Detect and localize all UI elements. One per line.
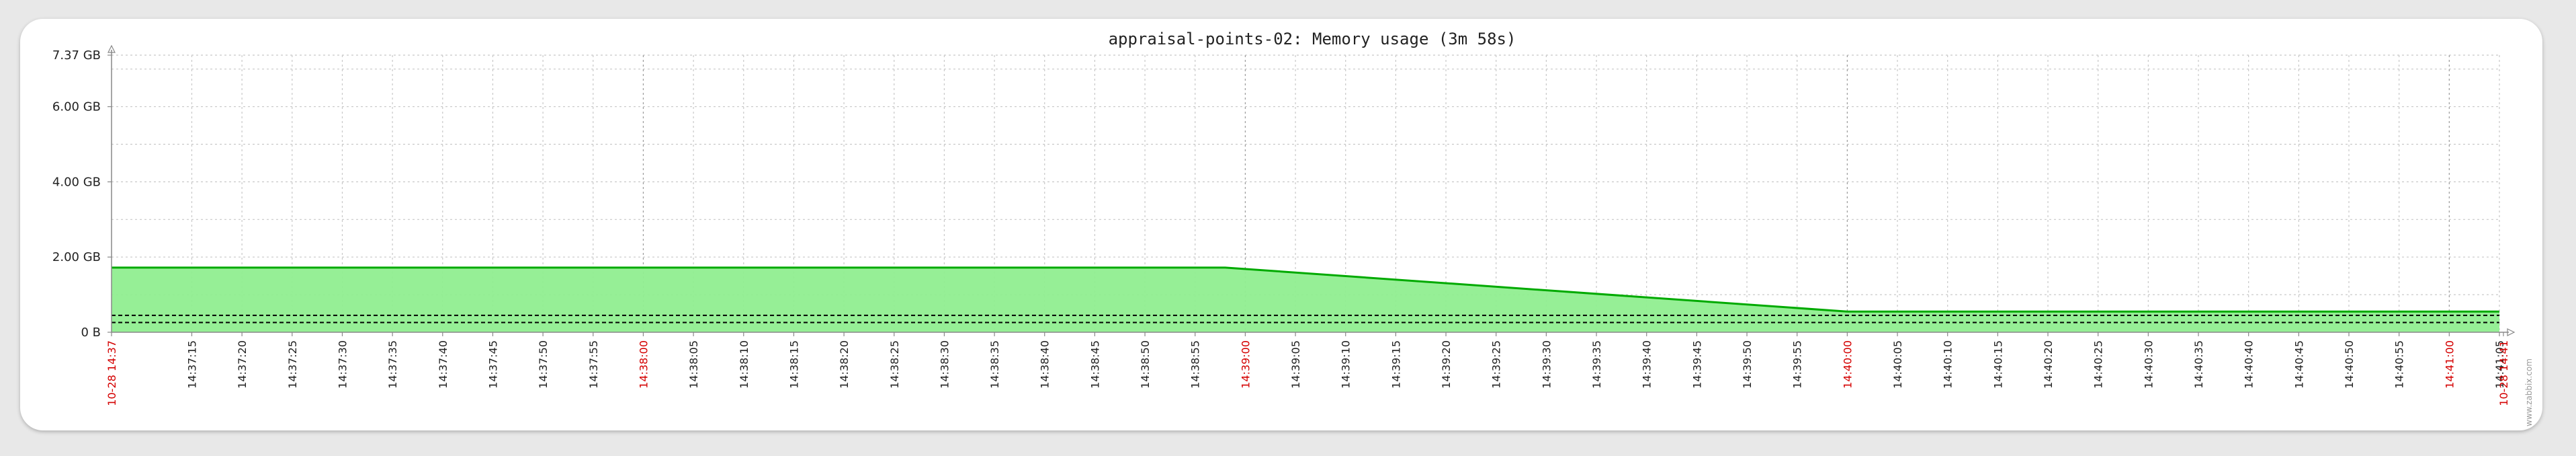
x-tick-label: 14:40:05 [1891,340,1904,389]
x-tick-label-major: 14:38:00 [637,340,650,389]
x-tick-label: 14:38:50 [1139,340,1152,389]
x-tick-label: 14:39:25 [1490,340,1503,389]
y-tick-label: 4.00 GB [52,175,101,189]
x-tick-label: 14:37:15 [185,340,198,389]
x-tick-label: 14:40:10 [1942,340,1955,389]
x-tick-label: 14:38:05 [687,340,700,389]
x-tick-label: 14:38:25 [888,340,901,389]
x-tick-label: 14:39:50 [1741,340,1754,389]
chart-title: appraisal-points-02: Memory usage (3m 58… [1109,30,1516,48]
x-tick-label: 14:40:15 [1991,340,2004,389]
x-tick-label: 14:40:55 [2393,340,2406,389]
x-tick-label: 14:40:25 [2092,340,2105,389]
y-tick-label: 2.00 GB [52,250,101,264]
x-tick-label: 14:37:20 [236,340,249,389]
x-tick-label: 14:40:45 [2292,340,2305,389]
x-tick-label-major: 14:39:00 [1239,340,1252,389]
x-tick-label: 14:37:50 [537,340,550,389]
x-tick-label-major: 10-28 14:37 [105,340,118,406]
x-tick-label: 14:38:35 [988,340,1001,389]
x-tick-label-major: 10-28 14:41 [2497,340,2510,406]
x-tick-label: 14:37:35 [386,340,399,389]
y-tick-label: 0 B [81,326,101,340]
x-tick-label: 14:38:15 [787,340,800,389]
x-tick-label: 14:38:10 [738,340,750,389]
x-tick-label: 14:40:35 [2192,340,2205,389]
x-tick-label: 14:40:30 [2142,340,2155,389]
x-tick-label: 14:40:20 [2042,340,2055,389]
x-tick-label: 14:39:35 [1590,340,1603,389]
x-tick-label: 14:39:40 [1641,340,1654,389]
x-tick-label: 14:38:40 [1039,340,1051,389]
x-tick-label: 14:37:30 [336,340,349,389]
x-tick-label: 14:38:20 [838,340,851,389]
x-tick-label: 14:39:20 [1440,340,1453,389]
x-tick-label: 14:37:45 [486,340,499,389]
x-tick-label: 14:39:55 [1791,340,1804,389]
x-tick-label: 14:37:40 [437,340,449,389]
x-tick-label: 14:39:10 [1340,340,1353,389]
x-tick-label: 14:39:30 [1540,340,1553,389]
watermark-text: www.zabbix.com [2524,358,2534,426]
x-tick-label: 14:38:55 [1189,340,1202,389]
x-tick-label: 14:38:30 [938,340,951,389]
x-tick-label-major: 14:40:00 [1841,340,1854,389]
x-tick-label: 14:39:05 [1289,340,1302,389]
x-tick-label: 14:40:40 [2243,340,2256,389]
x-tick-label: 14:38:45 [1088,340,1101,389]
x-tick-label: 14:40:50 [2343,340,2356,389]
x-tick-label-major: 14:41:00 [2443,340,2456,389]
x-tick-label: 14:37:25 [286,340,299,389]
y-tick-label: 7.37 GB [52,48,101,63]
x-tick-label: 14:39:15 [1389,340,1402,389]
y-tick-label: 6.00 GB [52,100,101,114]
x-tick-label: 14:37:55 [587,340,600,389]
x-tick-label: 14:39:45 [1690,340,1703,389]
